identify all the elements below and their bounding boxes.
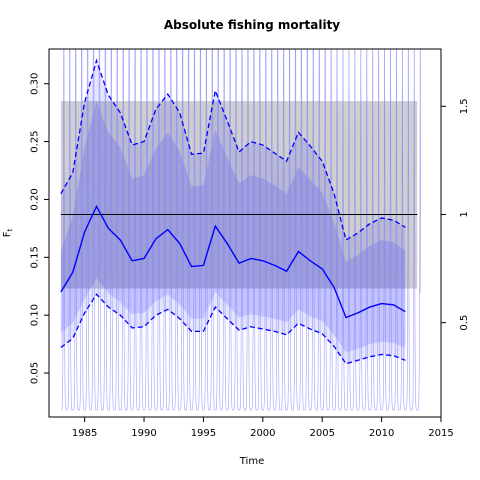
y-tick-label: 0.15: [30, 246, 41, 268]
x-tick-label: 2010: [369, 428, 394, 439]
y-tick-label: 0.05: [30, 362, 41, 384]
y2-tick-label: 0.5: [459, 315, 470, 331]
y-axis-label: Ft: [2, 228, 14, 237]
y-tick-label: 0.30: [30, 73, 41, 95]
x-axis-label: Time: [239, 456, 264, 467]
x-tick-label: 2015: [428, 428, 453, 439]
reference-band: [60, 101, 418, 289]
plot-area: [60, 49, 422, 411]
x-tick-label: 2000: [250, 428, 275, 439]
y-tick-label: 0.20: [30, 188, 41, 210]
y2-tick-label: 1.5: [459, 98, 470, 114]
ci-inner-band: [60, 101, 406, 353]
upper-ci-line: [60, 58, 406, 241]
plot-frame: [48, 48, 442, 418]
axes: 1985 1990 1995 2000 2005 2010 2015 0.05 0.10 0.15…: [30, 73, 471, 439]
y-tick-label: 0.25: [30, 130, 41, 152]
y-axis-label-subscript: t: [6, 228, 14, 231]
y2-tick-label: 1: [459, 211, 470, 217]
x-tick-label: 1995: [191, 428, 216, 439]
seasonal-trace: [60, 49, 422, 411]
ci-outer-band: [60, 60, 406, 364]
lower-ci-line: [60, 293, 406, 365]
x-tick-label: 1990: [131, 428, 156, 439]
x-tick-label: 2005: [309, 428, 334, 439]
x-tick-label: 1985: [72, 428, 97, 439]
estimate-line: [60, 204, 406, 319]
chart-title: Absolute fishing mortality: [164, 18, 340, 32]
y-tick-label: 0.10: [30, 304, 41, 326]
y-axis-label-main: F: [2, 231, 13, 237]
